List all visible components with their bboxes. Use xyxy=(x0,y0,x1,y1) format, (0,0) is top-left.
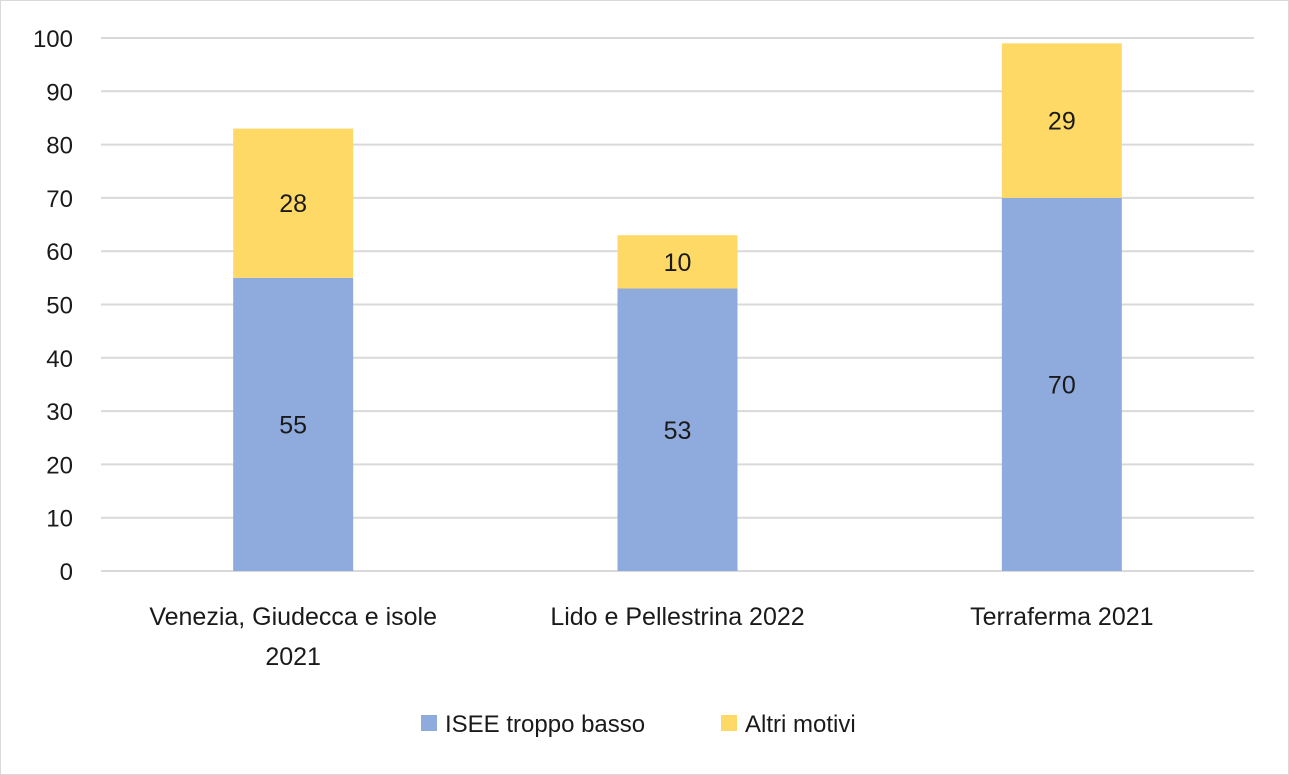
legend-swatch xyxy=(421,715,437,731)
bar-segment xyxy=(617,235,738,289)
bar-segment xyxy=(1001,197,1122,571)
y-tick-label: 20 xyxy=(46,452,73,479)
data-labels: 55 28 53 10 70 29 xyxy=(279,108,1075,445)
bar-segment xyxy=(233,277,354,571)
legend-swatch xyxy=(721,715,737,731)
y-tick-label: 100 xyxy=(33,26,73,53)
y-tick-label: 90 xyxy=(46,79,73,106)
data-label: 55 xyxy=(279,411,307,439)
legend-label: ISEE troppo basso xyxy=(445,711,645,738)
x-axis-category-label: Lido e Pellestrina 2022 xyxy=(550,603,804,631)
bar-segment xyxy=(233,128,354,278)
y-tick-label: 10 xyxy=(46,506,73,533)
y-tick-label: 60 xyxy=(46,239,73,266)
y-tick-label: 50 xyxy=(46,293,73,320)
y-tick-label: 40 xyxy=(46,346,73,373)
data-label: 53 xyxy=(664,417,692,445)
x-axis-categories: Venezia, Giudecca e isole 2021 Lido e Pell… xyxy=(149,603,1153,671)
data-label: 70 xyxy=(1048,371,1076,399)
data-label: 10 xyxy=(664,249,692,277)
bars xyxy=(233,43,1122,571)
legend-label: Altri motivi xyxy=(745,711,856,738)
y-tick-label: 30 xyxy=(46,399,73,426)
bar-segment xyxy=(617,288,738,571)
data-label: 28 xyxy=(279,190,307,218)
legend: ISEE troppo basso Altri motivi xyxy=(421,711,856,738)
data-label: 29 xyxy=(1048,108,1076,136)
x-axis-category-label: 2021 xyxy=(265,643,321,671)
x-axis-category-label: Venezia, Giudecca e isole xyxy=(149,603,437,631)
y-tick-label: 80 xyxy=(46,133,73,160)
y-axis-ticks: 0 10 20 30 40 50 60 70 80 90 100 xyxy=(33,26,73,586)
bar-segment xyxy=(1001,43,1122,198)
y-tick-label: 70 xyxy=(46,186,73,213)
y-tick-label: 0 xyxy=(60,559,73,586)
x-axis-category-label: Terraferma 2021 xyxy=(970,603,1153,631)
